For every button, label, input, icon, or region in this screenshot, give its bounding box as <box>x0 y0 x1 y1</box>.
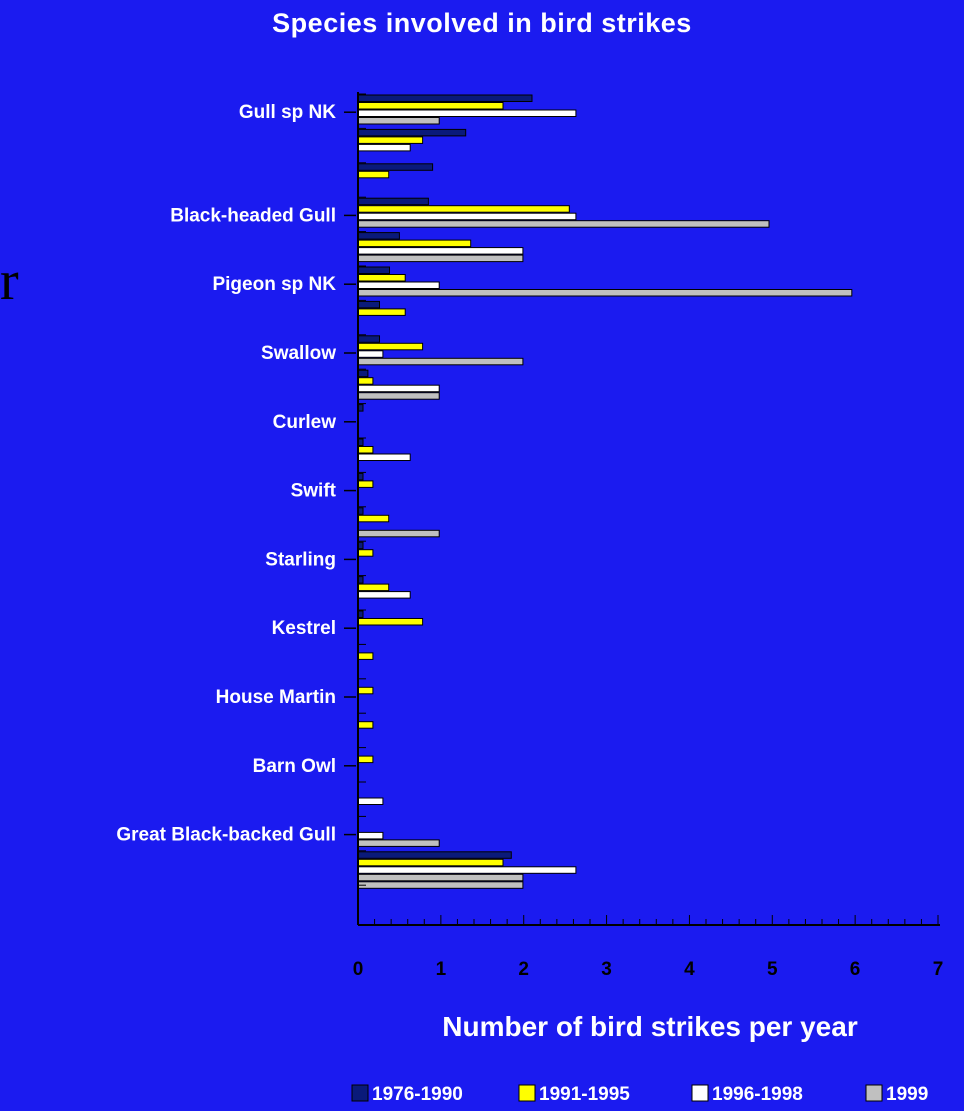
category-label: Black-headed Gull <box>170 205 336 226</box>
category-label: Curlew <box>273 412 337 433</box>
bar-3-7 <box>357 357 524 366</box>
bar-1-10 <box>357 446 374 454</box>
bar-1-2 <box>357 170 390 179</box>
category-label: House Martin <box>216 687 336 708</box>
bar-0-1 <box>357 128 467 137</box>
bar-extra <box>357 881 524 889</box>
bar-3-21 <box>357 839 440 847</box>
legend-label-2: 1996-1998 <box>712 1084 803 1105</box>
category-label: Great Black-backed Gull <box>116 825 336 846</box>
bar-1-13 <box>357 549 374 557</box>
legend-label-0: 1976-1990 <box>372 1084 463 1105</box>
bar-0-0 <box>357 94 533 102</box>
x-tick-label: 3 <box>601 959 612 980</box>
x-tick-label: 4 <box>684 959 695 980</box>
bar-1-6 <box>357 308 406 316</box>
category-label: Pigeon sp NK <box>212 274 336 295</box>
bar-2-20 <box>357 797 384 805</box>
bar-1-15 <box>357 618 424 626</box>
bar-1-19 <box>357 755 374 764</box>
bar-2-21 <box>357 831 384 840</box>
bar-3-5 <box>357 289 853 297</box>
x-tick-label: 7 <box>933 959 944 980</box>
bar-2-0 <box>357 109 577 117</box>
bar-1-5 <box>357 274 406 282</box>
legend-swatch-1 <box>518 1084 536 1102</box>
bar-1-12 <box>357 514 390 523</box>
bar-1-0 <box>357 102 504 110</box>
bar-1-8 <box>357 377 374 385</box>
stray-letter: r <box>0 250 19 312</box>
bar-2-22 <box>357 866 577 874</box>
category-label: Starling <box>265 549 336 570</box>
bar-2-7 <box>357 350 384 358</box>
bar-0-6 <box>357 300 380 309</box>
bar-1-11 <box>357 480 374 488</box>
bars-group <box>357 94 853 889</box>
bar-2-10 <box>357 453 411 461</box>
legend-label-3: 1999 <box>886 1084 928 1105</box>
bar-1-16 <box>357 652 374 660</box>
bar-1-14 <box>357 583 390 592</box>
legend-swatch-3 <box>865 1084 883 1102</box>
bar-0-3 <box>357 197 429 206</box>
bar-2-3 <box>357 212 577 221</box>
bar-2-8 <box>357 384 440 393</box>
bar-3-0 <box>357 117 440 125</box>
bar-0-7 <box>357 335 380 343</box>
category-label: Kestrel <box>272 618 336 639</box>
legend-swatch-2 <box>691 1084 709 1102</box>
bar-1-22 <box>357 858 504 867</box>
x-tick-label: 6 <box>850 959 861 980</box>
bar-1-7 <box>357 342 424 351</box>
bar-2-4 <box>357 247 524 255</box>
chart-title: Species involved in bird strikes <box>272 8 692 38</box>
bar-0-5 <box>357 266 390 274</box>
bar-2-1 <box>357 143 411 152</box>
bar-3-4 <box>357 254 524 263</box>
category-label: Barn Owl <box>253 756 336 777</box>
legend-swatch-0 <box>351 1084 369 1102</box>
bar-1-17 <box>357 686 374 695</box>
bar-3-3 <box>357 220 770 228</box>
bar-1-18 <box>357 721 374 729</box>
category-label: Gull sp NK <box>239 102 336 123</box>
bar-3-8 <box>357 392 440 400</box>
legend: 1976-1990 1991-1995 1996-1998 1999 <box>351 1084 928 1105</box>
bar-3-12 <box>357 529 440 538</box>
bar-0-4 <box>357 232 400 240</box>
bar-0-2 <box>357 163 434 171</box>
x-tick-label: 5 <box>767 959 778 980</box>
bar-0-22 <box>357 851 512 859</box>
bar-1-4 <box>357 239 472 248</box>
bar-2-5 <box>357 281 440 289</box>
bar-1-3 <box>357 205 570 213</box>
bar-2-14 <box>357 591 411 599</box>
bar-1-1 <box>357 136 424 144</box>
x-tick-label: 2 <box>518 959 529 980</box>
legend-label-1: 1991-1995 <box>539 1084 630 1105</box>
bar-0-8 <box>357 369 369 378</box>
bar-3-22 <box>357 873 524 882</box>
x-axis-title: Number of bird strikes per year <box>442 1011 858 1042</box>
category-label: Swift <box>291 481 337 502</box>
category-label: Swallow <box>261 343 336 364</box>
x-tick-label: 0 <box>353 959 364 980</box>
x-tick-label: 1 <box>436 959 447 980</box>
